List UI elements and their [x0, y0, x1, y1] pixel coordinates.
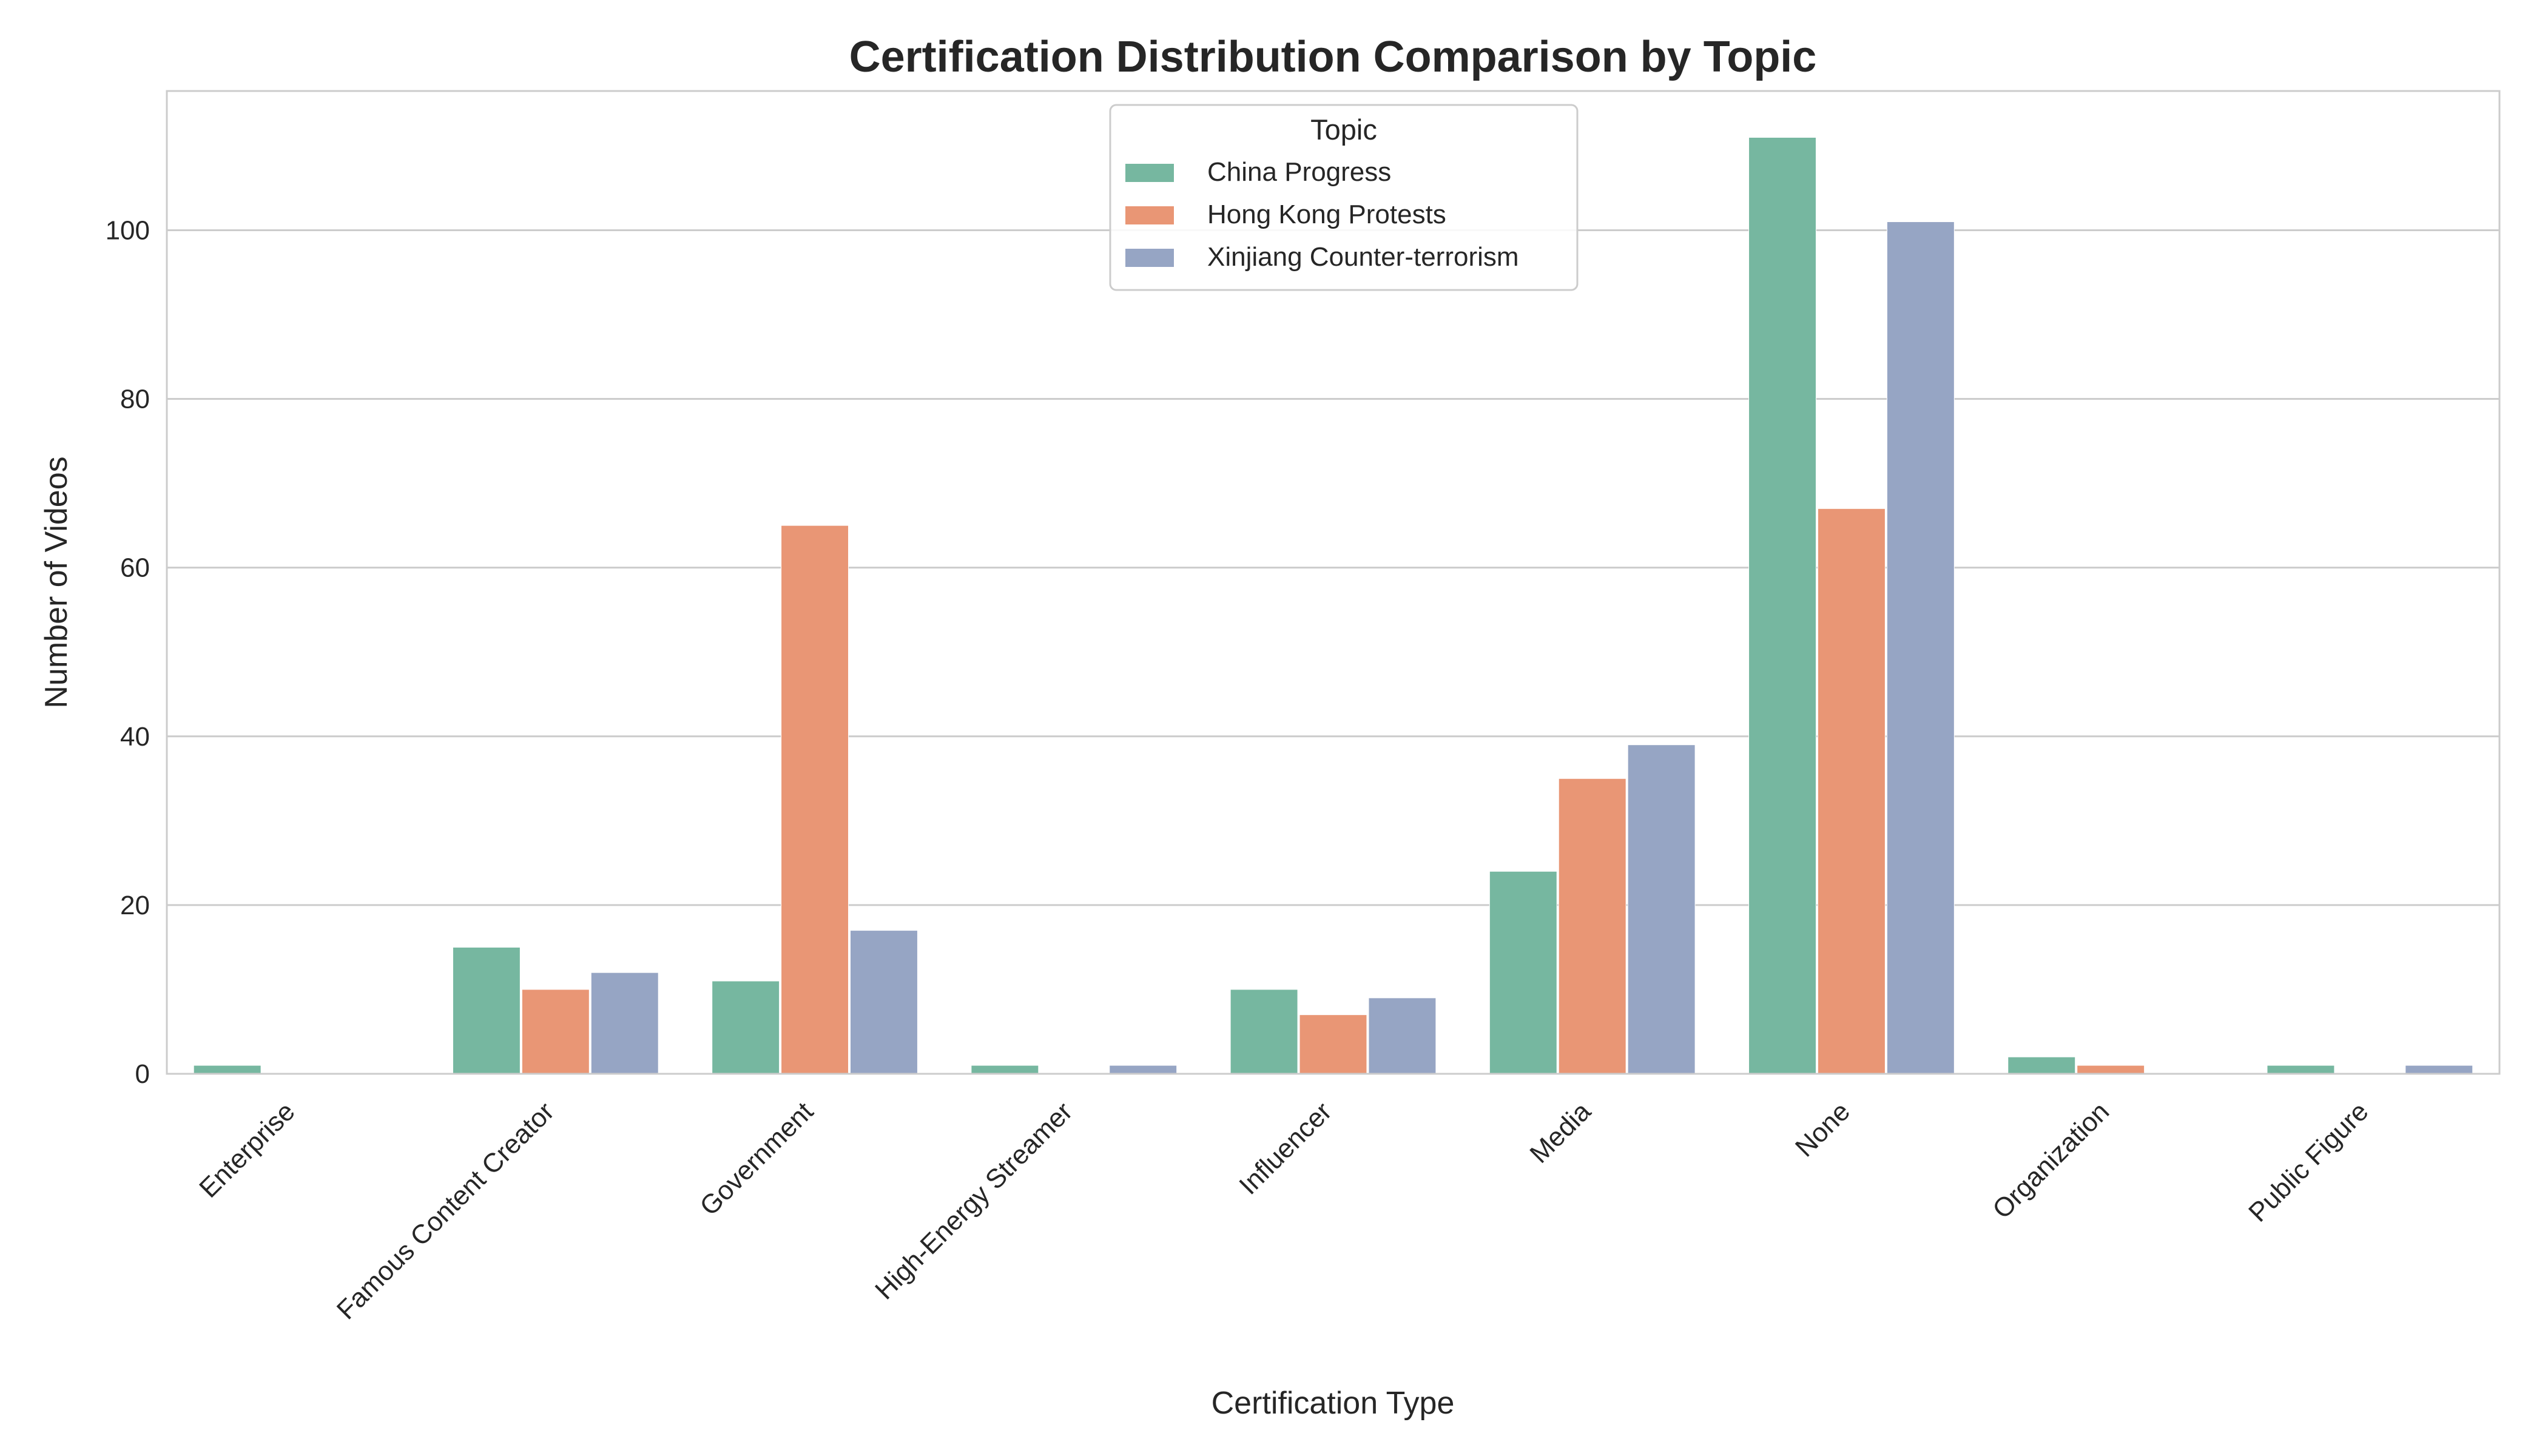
plot-frame: [166, 90, 2501, 1075]
bar: [1558, 778, 1626, 1074]
bar: [712, 980, 780, 1074]
legend-swatch: [1125, 164, 1174, 182]
bar: [781, 525, 849, 1074]
bar: [2007, 1056, 2076, 1074]
bar: [2267, 1065, 2335, 1074]
bar: [1886, 221, 1955, 1074]
y-tick-label: 40: [120, 722, 150, 752]
legend-items: China Progress Hong Kong Protests Xinjiang…: [1125, 157, 1519, 272]
y-tick-label: 0: [135, 1059, 150, 1089]
bar: [1230, 989, 1298, 1074]
y-tick-labels: 0 20 40 60 80 100: [106, 215, 150, 1089]
y-tick-label: 60: [120, 553, 150, 583]
chart-title: Certification Distribution Comparison by…: [849, 33, 1817, 81]
bar: [1817, 508, 1886, 1074]
legend: Topic China Progress Hong Kong Protests Xi…: [1109, 104, 1579, 291]
bar: [193, 1065, 261, 1074]
legend-title: Topic: [1310, 113, 1377, 146]
bar: [850, 930, 918, 1074]
y-tick-label: 100: [106, 215, 150, 245]
bar: [1489, 871, 1557, 1074]
bar: [1109, 1065, 1178, 1074]
x-axis-label: Certification Type: [1212, 1386, 1455, 1421]
legend-entry: China Progress: [1207, 157, 1391, 187]
bar: [590, 972, 659, 1074]
bar: [521, 989, 590, 1074]
bar: [971, 1065, 1039, 1074]
bar: [1748, 136, 1816, 1074]
bars: [193, 136, 2473, 1074]
y-axis-label: Number of Videos: [39, 456, 74, 708]
bar: [2077, 1065, 2145, 1074]
legend-swatch: [1125, 206, 1174, 224]
bar: [1299, 1014, 1367, 1074]
legend-entry: Hong Kong Protests: [1207, 200, 1446, 229]
bar: [452, 946, 521, 1074]
y-tick-label: 20: [120, 891, 150, 920]
bar: [1627, 744, 1696, 1074]
y-tick-label: 80: [120, 385, 150, 414]
legend-swatch: [1125, 249, 1174, 267]
bar: [1368, 997, 1437, 1074]
legend-box: [1109, 104, 1579, 291]
bar: [2405, 1065, 2473, 1074]
legend-entry: Xinjiang Counter-terrorism: [1207, 242, 1519, 272]
